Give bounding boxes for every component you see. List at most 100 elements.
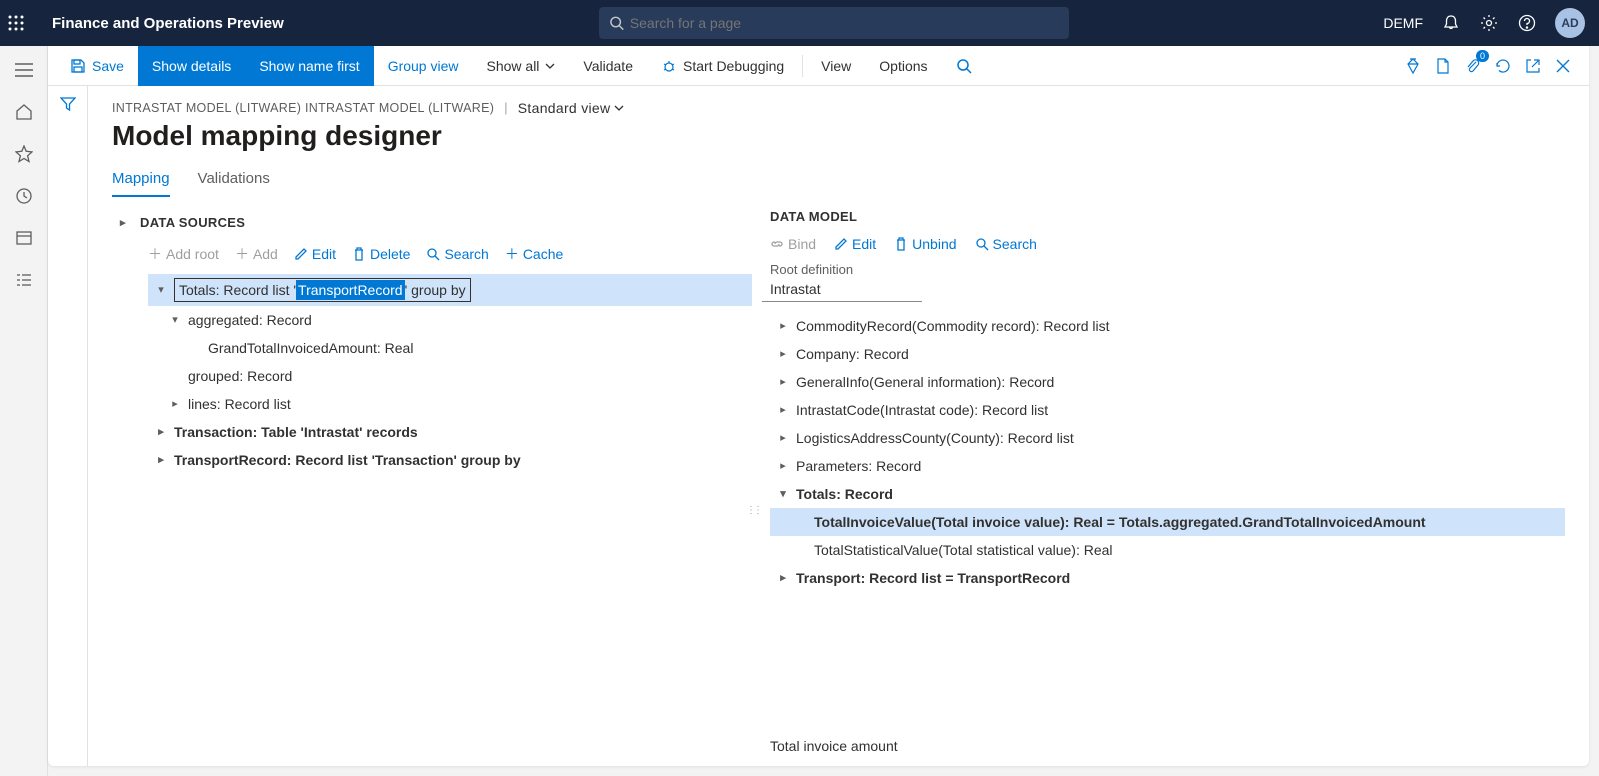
options-button[interactable]: Options [865,46,941,86]
tree-row[interactable]: ▸LogisticsAddressCounty(County): Record … [770,424,1565,452]
tree-row[interactable]: ▸ GeneralInfo(General information): Recor… [770,368,1565,396]
expand-icon[interactable]: ▸ [776,428,790,448]
tree-node-label: TotalStatisticalValue(Total statistical … [814,540,1113,560]
cache-button[interactable]: ＋Cache [505,244,563,264]
tree-row[interactable]: ▸ TransportRecord: Record list 'Transacti… [148,446,752,474]
datamodel-panel: DATA MODEL Bind Edit Unbind Search Root … [762,205,1565,766]
show-all-button[interactable]: Show all [473,46,570,86]
expand-icon[interactable]: ▸ [154,422,168,442]
expand-icon[interactable]: ▸ [154,450,168,470]
datamodel-footer: Total invoice amount [762,726,1565,766]
global-search[interactable] [599,7,1069,39]
expand-icon[interactable]: ▸ [776,344,790,364]
home-icon[interactable] [14,102,34,122]
tab-validations[interactable]: Validations [198,170,270,197]
datasources-panel: ▸ DATA SOURCES ＋Add root ＋Add Edit Delet… [112,205,752,766]
expand-icon[interactable]: ▸ [776,400,790,420]
star-icon[interactable] [14,144,34,164]
tree-row[interactable]: ▾ Totals: Record list 'TransportRecord' g… [148,274,752,306]
delete-button[interactable]: Delete [352,246,410,262]
expand-icon[interactable]: ▾ [168,310,182,330]
company-label[interactable]: DEMF [1383,15,1423,31]
add-root-button[interactable]: ＋Add root [148,244,219,264]
help-icon[interactable] [1517,13,1537,33]
popout-icon[interactable] [1523,56,1543,76]
app-title: Finance and Operations Preview [52,15,284,32]
refresh-icon[interactable] [1493,56,1513,76]
action-bar-right: 0 [1403,56,1581,76]
expand-icon[interactable]: ▸ [168,394,182,414]
separator [802,55,803,77]
tree-row[interactable]: ▸Company: Record [770,340,1565,368]
workspace-icon[interactable] [14,228,34,248]
tree-row[interactable]: grouped: Record [148,362,752,390]
left-rail [0,46,48,776]
tree-row[interactable]: ▸ lines: Record list [148,390,752,418]
bind-button[interactable]: Bind [770,236,816,252]
unbind-button[interactable]: Unbind [894,236,956,252]
tree-node-label: Transport: Record list = TransportRecord [796,568,1070,588]
show-details-button[interactable]: Show details [138,46,245,86]
expand-icon[interactable]: ▸ [776,456,790,476]
expand-icon[interactable]: ▸ [776,316,790,336]
tree-node-label: lines: Record list [188,394,291,414]
tree-node-label: GeneralInfo(General information): Record [796,372,1054,392]
tree-node-label: aggregated: Record [188,310,312,330]
chevron-right-icon: ▸ [120,216,126,229]
tree-node-label: Totals: Record list 'TransportRecord' gr… [174,278,471,302]
tree-row[interactable]: TotalInvoiceValue(Total invoice value): … [770,508,1565,536]
attach-icon[interactable]: 0 [1463,56,1483,76]
tree-row[interactable]: TotalStatisticalValue(Total statistical … [770,536,1565,564]
gear-icon[interactable] [1479,13,1499,33]
tree-node-label: IntrastatCode(Intrastat code): Record li… [796,400,1048,420]
add-button[interactable]: ＋Add [235,244,278,264]
waffle-icon[interactable] [8,15,40,31]
tree-node-label: TransportRecord: Record list 'Transactio… [174,450,521,470]
expand-icon[interactable]: ▸ [776,372,790,392]
edit-button[interactable]: Edit [294,246,336,262]
tree-row[interactable]: ▸ IntrastatCode(Intrastat code): Record l… [770,396,1565,424]
validate-button[interactable]: Validate [569,46,647,86]
avatar[interactable]: AD [1555,8,1585,38]
topbar: Finance and Operations Preview DEMF AD [0,0,1599,46]
group-view-button[interactable]: Group view [374,46,473,86]
tree-node-label: Totals: Record [796,484,893,504]
dm-search-button[interactable]: Search [975,236,1037,252]
modules-icon[interactable] [14,270,34,290]
start-debugging-button[interactable]: Start Debugging [647,46,798,86]
filter-icon[interactable] [60,96,76,766]
main-panel: Save Show details Show name first Group … [48,46,1589,766]
show-name-first-button[interactable]: Show name first [245,46,373,86]
root-definition-value[interactable]: Intrastat [762,277,922,302]
search-wrap [284,7,1384,39]
diamond-icon[interactable] [1403,56,1423,76]
search-action-icon[interactable] [942,46,986,86]
global-search-input[interactable] [630,15,1059,31]
tree-row[interactable]: ▾ aggregated: Record [148,306,752,334]
tree-row[interactable]: ▸ Transport: Record list = TransportRecor… [770,564,1565,592]
search-button[interactable]: Search [426,246,488,262]
view-selector[interactable]: Standard view [518,100,625,116]
tab-mapping[interactable]: Mapping [112,170,170,197]
tree-row[interactable]: ▸ CommodityRecord(Commodity record): Reco… [770,312,1565,340]
view-button[interactable]: View [807,46,865,86]
tree-node-label: Parameters: Record [796,456,921,476]
tree-row[interactable]: ▸Transaction: Table 'Intrastat' records [148,418,752,446]
close-icon[interactable] [1553,56,1573,76]
bell-icon[interactable] [1441,13,1461,33]
save-button[interactable]: Save [56,46,138,86]
expand-icon[interactable]: ▾ [776,484,790,504]
tree-row[interactable]: ▾ Totals: Record [770,480,1565,508]
attach-badge: 0 [1476,50,1489,62]
tree-node-label: CommodityRecord(Commodity record): Recor… [796,316,1110,336]
page-title: Model mapping designer [112,120,1565,152]
hamburger-icon[interactable] [14,60,34,80]
expand-icon[interactable]: ▾ [154,280,168,300]
expand-icon[interactable]: ▸ [776,568,790,588]
datasources-header[interactable]: ▸ DATA SOURCES [112,205,752,238]
dm-edit-button[interactable]: Edit [834,236,876,252]
tree-row[interactable]: ▸ Parameters: Record [770,452,1565,480]
page-icon[interactable] [1433,56,1453,76]
clock-icon[interactable] [14,186,34,206]
tree-row[interactable]: GrandTotalInvoicedAmount: Real [148,334,752,362]
